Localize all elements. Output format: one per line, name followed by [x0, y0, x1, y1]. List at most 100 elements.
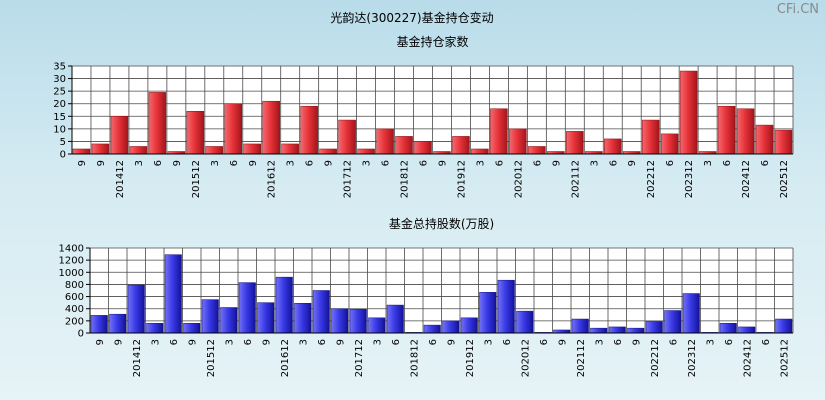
bar: [257, 302, 275, 334]
bar: [294, 303, 312, 334]
x-tick-label: 202412: [741, 160, 752, 198]
page-title: 光韵达(300227)基金持仓变动: [330, 10, 493, 25]
bar: [127, 284, 145, 334]
x-tick-label: 9: [446, 339, 457, 345]
bar: [775, 318, 793, 334]
x-tick-label: 3: [483, 339, 494, 345]
bar: [717, 105, 736, 155]
bar: [164, 254, 182, 334]
bar: [349, 309, 367, 334]
bar: [238, 282, 256, 334]
x-tick-label: 6: [391, 339, 402, 345]
bar: [201, 299, 219, 334]
bar: [395, 136, 413, 155]
bar: [736, 108, 755, 155]
y-tick-label: 20: [53, 99, 66, 110]
bar: [146, 323, 164, 334]
x-tick-label: 202512: [779, 160, 790, 198]
y-tick-label: 0: [60, 150, 66, 161]
bar: [719, 323, 737, 334]
watermark-text: CFi.CN: [776, 2, 819, 17]
bar: [386, 304, 404, 334]
bar: [319, 148, 337, 155]
bar: [679, 70, 698, 155]
y-tick-label: 1200: [59, 256, 84, 267]
x-tick-label: 9: [77, 160, 88, 166]
chart-title: 基金总持股数(万股): [389, 216, 494, 231]
x-tick-label: 201912: [465, 339, 476, 377]
x-tick-label: 3: [224, 339, 235, 345]
bar: [497, 279, 515, 334]
bar: [682, 293, 700, 334]
x-tick-label: 9: [248, 160, 259, 166]
y-tick-label: 800: [65, 280, 84, 291]
x-tick-label: 6: [722, 160, 733, 166]
bar: [608, 326, 626, 334]
bar: [183, 323, 201, 334]
bar: [224, 103, 243, 155]
x-tick-label: 202112: [576, 339, 587, 377]
bar: [604, 138, 622, 155]
bar: [755, 124, 774, 155]
x-tick-label: 6: [532, 160, 543, 166]
x-tick-label: 202212: [650, 339, 661, 377]
bar: [528, 146, 546, 155]
x-tick-label: 3: [150, 339, 161, 345]
bar: [281, 143, 299, 155]
x-tick-label: 6: [608, 160, 619, 166]
x-tick-label: 6: [539, 339, 550, 345]
bar: [205, 146, 224, 155]
bar: [262, 100, 280, 155]
x-tick-label: 9: [95, 339, 106, 345]
x-tick-label: 6: [317, 339, 328, 345]
x-tick-label: 6: [613, 339, 624, 345]
x-tick-label: 202412: [742, 339, 753, 377]
bar: [91, 143, 110, 155]
x-tick-label: 202112: [570, 160, 581, 198]
x-tick-label: 9: [261, 339, 272, 345]
x-tick-label: 9: [324, 160, 335, 166]
x-tick-label: 6: [760, 160, 771, 166]
y-tick-label: 30: [53, 74, 66, 85]
x-tick-label: 3: [594, 339, 605, 345]
bar: [774, 129, 793, 155]
x-tick-label: 6: [419, 160, 430, 166]
y-tick-label: 5: [60, 137, 66, 148]
x-tick-label: 202312: [684, 160, 695, 198]
x-tick-label: 9: [172, 160, 183, 166]
x-tick-label: 6: [169, 339, 180, 345]
x-tick-label: 6: [665, 160, 676, 166]
bar: [490, 108, 508, 155]
x-tick-label: 9: [113, 339, 124, 345]
bar: [186, 111, 205, 155]
bar: [129, 146, 148, 155]
x-tick-label: 9: [335, 339, 346, 345]
bar: [368, 317, 386, 334]
x-tick-label: 9: [557, 339, 568, 345]
x-tick-label: 3: [705, 339, 716, 345]
x-tick-label: 6: [229, 160, 240, 166]
bar: [331, 308, 349, 334]
x-tick-label: 3: [589, 160, 600, 166]
x-tick-label: 6: [494, 160, 505, 166]
x-tick-label: 9: [96, 160, 107, 166]
x-tick-label: 6: [381, 160, 392, 166]
x-tick-label: 202012: [513, 160, 524, 198]
bar: [423, 324, 441, 334]
x-tick-label: 6: [305, 160, 316, 166]
y-tick-label: 1400: [59, 244, 84, 255]
y-tick-label: 35: [53, 62, 66, 73]
x-tick-label: 202212: [646, 160, 657, 198]
chart-title: 基金持仓家数: [396, 34, 468, 49]
x-tick-label: 6: [502, 339, 513, 345]
y-tick-label: 25: [53, 87, 66, 98]
x-tick-label: 3: [372, 339, 383, 345]
x-tick-label: 201712: [354, 339, 365, 377]
bar: [660, 133, 679, 155]
x-tick-label: 9: [187, 339, 198, 345]
bar: [243, 143, 261, 155]
y-tick-label: 400: [65, 304, 84, 315]
